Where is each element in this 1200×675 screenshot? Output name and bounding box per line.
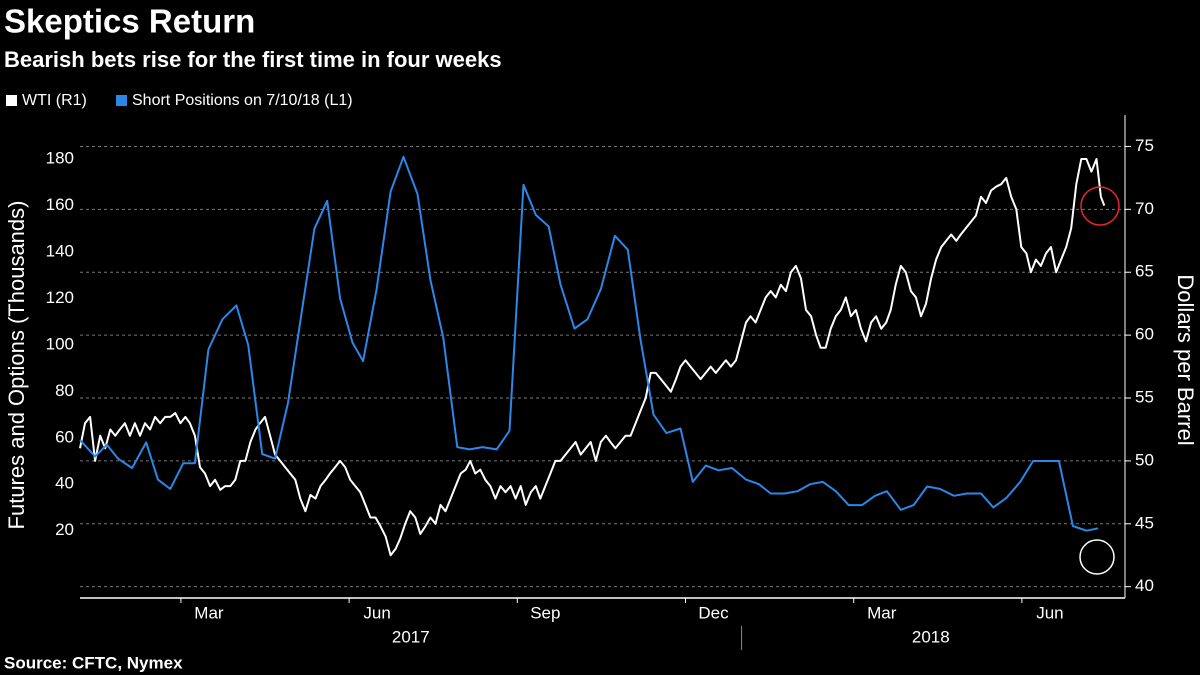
y-tick-label: 60	[55, 427, 74, 446]
x-tick-label: Mar	[867, 603, 897, 622]
year-label: 2017	[392, 627, 430, 646]
y2-tick-label: 40	[1135, 576, 1154, 595]
y2-tick-label: 55	[1135, 387, 1154, 406]
highlight-circle	[1079, 539, 1115, 575]
y2-tick-label: 65	[1135, 262, 1154, 281]
y2-tick-label: 60	[1135, 325, 1154, 344]
legend-swatch	[116, 95, 127, 106]
year-label: 2018	[912, 627, 950, 646]
y2-tick-label: 50	[1135, 450, 1154, 469]
y-tick-label: 80	[55, 381, 74, 400]
legend-swatch	[6, 95, 17, 106]
x-tick-label: Mar	[194, 603, 224, 622]
legend-label: WTI (R1)	[22, 92, 87, 109]
x-tick-label: Sep	[530, 603, 560, 622]
x-tick-label: Jun	[1036, 603, 1063, 622]
y-tick-label: 160	[46, 195, 74, 214]
x-tick-label: Jun	[363, 603, 390, 622]
y-tick-label: 20	[55, 520, 74, 539]
series-line	[79, 158, 1106, 557]
y2-axis-title: Dollars per Barrel	[1173, 274, 1198, 445]
y-tick-label: 120	[46, 288, 74, 307]
y-tick-label: 180	[46, 149, 74, 168]
y2-tick-label: 45	[1135, 513, 1154, 532]
y2-tick-label: 75	[1135, 136, 1154, 155]
source-note: Source: CFTC, Nymex	[4, 653, 183, 672]
chart-title: Skeptics Return	[4, 3, 255, 40]
chart-subtitle: Bearish bets rise for the first time in …	[4, 47, 502, 72]
y-tick-label: 140	[46, 241, 74, 260]
x-tick-label: Dec	[698, 603, 729, 622]
highlight-circle	[1080, 186, 1120, 226]
y-tick-label: 40	[55, 474, 74, 493]
y-axis-title: Futures and Options (Thousands)	[4, 201, 29, 530]
y2-tick-label: 70	[1135, 199, 1154, 218]
series-line	[79, 155, 1099, 532]
legend-label: Short Positions on 7/10/18 (L1)	[132, 92, 353, 109]
y-tick-label: 100	[46, 334, 74, 353]
